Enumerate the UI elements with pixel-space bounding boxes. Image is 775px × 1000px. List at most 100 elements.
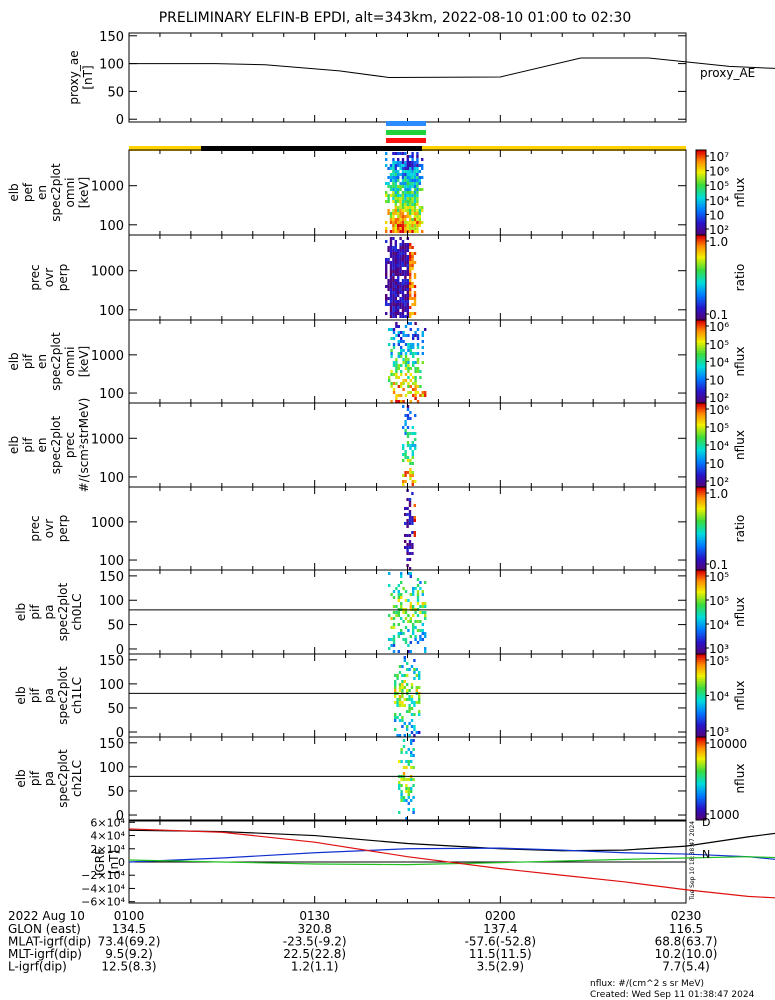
spectrogram-cell [392,182,394,185]
y-axis-label: prec [63,432,77,458]
spectrogram-cell [397,221,399,224]
spectrogram-cell [404,173,406,176]
spectrogram-cell [405,799,407,802]
panel-igrf: 6×10⁴4×10⁴2×10⁴0−2×10⁴−4×10⁴−6×10⁴IGRF [n… [81,816,775,909]
spectrogram-cell [407,209,409,212]
spectrogram-cell [407,334,409,337]
spectrogram-cell [407,249,409,252]
spectrogram-cell [419,188,421,191]
spectrogram-cell [393,361,395,364]
spectrogram-cell [398,590,400,593]
spectrogram-cell [393,617,395,620]
spectrogram-cell [397,273,399,276]
spectrogram-cell [390,273,392,276]
y-axis-label: pif [28,604,42,620]
spectrogram-cell [412,748,414,751]
spectrogram-cell [399,683,401,686]
spectrogram-cell [416,188,418,191]
y-tick-label: 100 [99,219,124,234]
spectrogram-cell [392,152,394,155]
spectrogram-cell [399,206,401,209]
spectrogram-cell [405,617,407,620]
spectrogram-cell [418,710,420,713]
spectrogram-cell [407,164,409,167]
y-axis-label: elb [14,603,28,621]
spectrogram-cell [397,215,399,218]
spectrogram-cell [407,185,409,188]
spectrogram-cell [409,252,411,255]
spectrogram-cell [414,516,416,519]
spectrogram-cell [403,796,405,799]
spectrogram-cell [395,282,397,285]
spectrogram-cell [416,152,418,155]
y-tick-label: 150 [99,30,124,45]
spectrogram-cell [399,167,401,170]
spectrogram-cell [387,288,389,291]
spectrogram-cell [422,590,424,593]
spectrogram-cell [414,224,416,227]
spectrogram-cell [402,179,404,182]
spectrogram-cell [424,614,426,617]
spectrogram-cell [404,152,406,155]
spectrogram-cell [411,206,413,209]
spectrogram-cell [422,638,424,641]
spectrogram-cell [412,426,414,429]
spectrogram-cell [416,182,418,185]
spectrogram-cell [406,558,408,561]
y-tick-label: 100 [99,761,124,776]
y-axis-label: ch2LC [70,760,84,797]
spectrogram-cell [404,209,406,212]
spectrogram-cell [385,221,387,224]
panel-proxy-ae: 150100500proxy_ae [nT] proxy_AE [67,30,775,128]
spectrogram-cell [417,367,419,370]
spectrogram-cell [390,240,392,243]
spectrogram-cell [407,188,409,191]
spectrogram-cell [414,444,416,447]
spectrogram-cell [411,218,413,221]
spectrogram-cell [407,197,409,200]
spectrogram-cell [397,224,399,227]
colorbar-tick-label: 10⁶ [709,320,729,334]
science-zone-bar [386,121,426,126]
y-axis-label: elb [7,352,21,370]
spectrogram-cell [400,602,402,605]
colorbar-tick-label: 10⁴ [709,439,729,453]
spectrogram-cell [397,282,399,285]
spectrogram-cell [410,593,412,596]
spectrogram-cell [404,249,406,252]
spectrogram-cell [416,221,418,224]
spectrogram-cell [399,215,401,218]
spectrogram-cell [395,364,397,367]
spectrogram-cell [405,364,407,367]
spectrogram-cell [402,224,404,227]
spectrogram-cell [398,376,400,379]
spectrogram-cell [388,328,390,331]
spectrogram-cell [394,728,396,731]
spectrogram-cell [414,391,416,394]
spectrogram-cell [390,328,392,331]
spectrogram-cell [424,647,426,650]
spectrogram-cell [407,243,409,246]
spectrogram-cell [390,252,392,255]
spectrogram-cell [398,352,400,355]
spectrogram-cell [393,382,395,385]
spectrogram-cell [422,629,424,632]
spectrogram-cell [390,215,392,218]
y-tick-label: 100 [99,387,124,402]
spectrogram-cell [410,346,412,349]
spectrogram-cell [405,787,407,790]
spectrogram-cell [399,306,401,309]
spectrogram-cell [410,742,412,745]
spectrogram-cell [397,279,399,282]
spectrogram-cell [395,230,397,233]
spectrogram-cell [409,432,411,435]
spectrogram-cell [407,267,409,270]
spectrogram-cell [414,331,416,334]
spectrogram-cell [404,264,406,267]
spectrogram-cell [405,343,407,346]
spectrogram-cell [412,432,414,435]
spectrogram-cell [411,230,413,233]
y-axis-label: [nT] [81,65,95,89]
spectrogram-cell [407,258,409,261]
spectrogram-cell [416,215,418,218]
